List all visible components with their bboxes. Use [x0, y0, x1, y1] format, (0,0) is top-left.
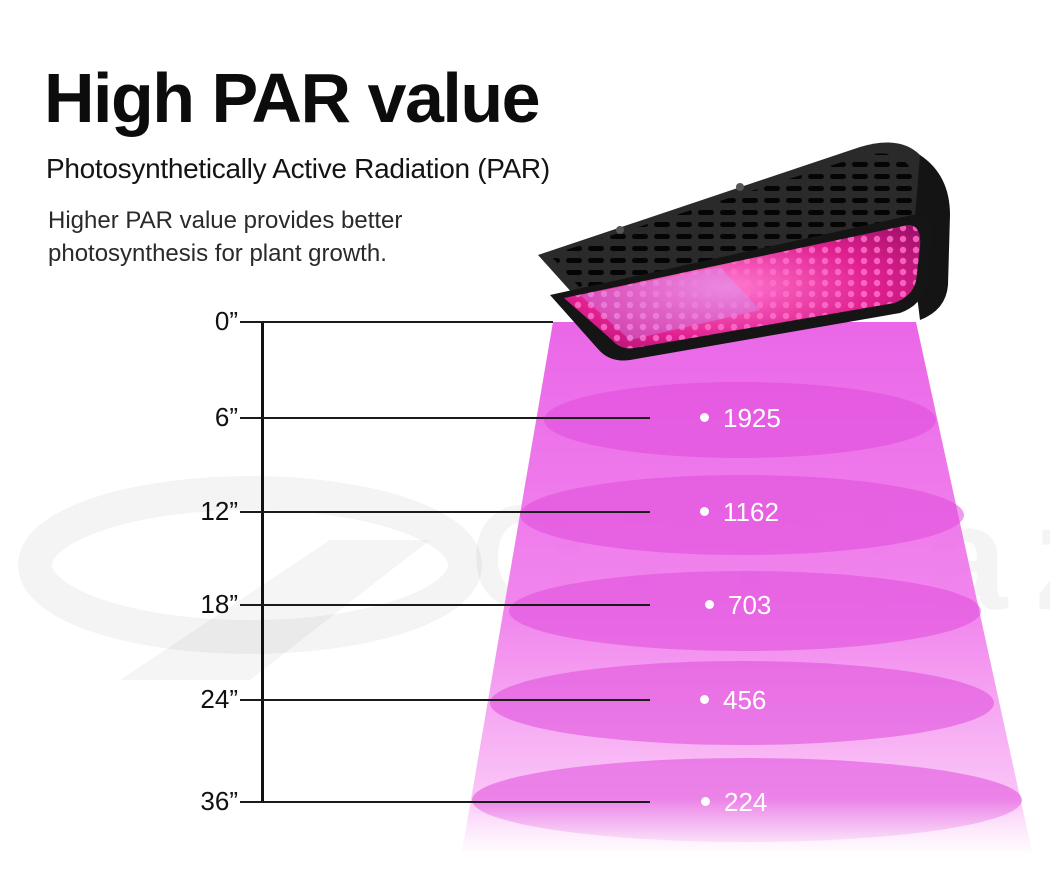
- par-value: 703: [705, 592, 771, 618]
- distance-line-5: [240, 801, 650, 803]
- bullet-dot-icon: [701, 796, 710, 806]
- par-value-text: 1162: [723, 497, 779, 527]
- page-title: High PAR value: [44, 59, 541, 137]
- distance-line-3: [240, 604, 650, 606]
- page-subtitle: Photosynthetically Active Radiation (PAR…: [46, 153, 550, 184]
- distance-label: 12”: [200, 496, 238, 526]
- distance-label: 24”: [200, 684, 238, 714]
- description-line-1: Higher PAR value provides better: [48, 207, 403, 234]
- par-value-text: 1925: [723, 403, 781, 433]
- par-value-text: 456: [723, 685, 767, 715]
- distance-line-1: [240, 417, 650, 419]
- distance-label: 6”: [214, 402, 238, 432]
- grow-light-fixture: [538, 142, 950, 361]
- description: Higher PAR value provides better photosy…: [48, 204, 468, 270]
- distance-axis: [261, 322, 264, 803]
- par-value-text: 224: [724, 787, 768, 817]
- distance-line-2: [240, 511, 650, 513]
- bullet-dot-icon: [700, 506, 709, 516]
- distance-label: 0”: [214, 306, 238, 336]
- bullet-dot-icon: [700, 412, 709, 422]
- distance-label: 36”: [200, 786, 238, 816]
- par-value-text: 703: [728, 590, 772, 620]
- distance-label: 18”: [200, 589, 238, 619]
- description-line-2: photosynthesis for plant growth.: [48, 240, 387, 267]
- distance-line-4: [240, 699, 650, 701]
- bullet-dot-icon: [700, 694, 709, 704]
- par-value: 456: [700, 687, 766, 713]
- par-value: 1925: [700, 405, 781, 431]
- par-value: 1162: [700, 499, 779, 525]
- bullet-dot-icon: [705, 599, 714, 609]
- par-value: 224: [701, 789, 767, 815]
- distance-line-0: [240, 321, 553, 323]
